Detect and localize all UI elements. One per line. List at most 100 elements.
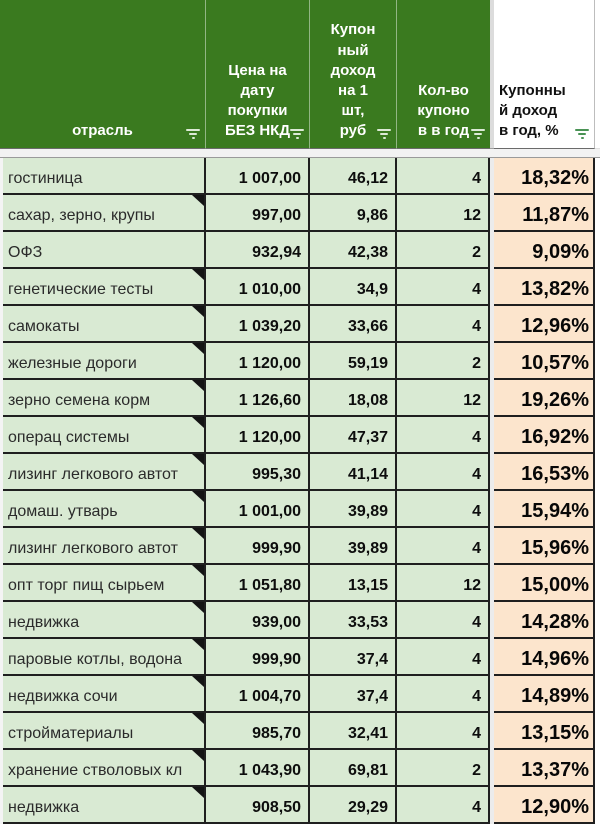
- cell-industry[interactable]: гостиница: [3, 158, 206, 195]
- cell-yield[interactable]: 19,26%: [494, 380, 595, 417]
- cell-yield[interactable]: 15,96%: [494, 528, 595, 565]
- cell-industry[interactable]: недвижка: [3, 787, 206, 824]
- filter-icon[interactable]: [377, 129, 391, 139]
- cell-price[interactable]: 999,90: [206, 639, 310, 676]
- cell-count[interactable]: 2: [397, 232, 490, 269]
- cell-coupon[interactable]: 39,89: [310, 528, 397, 565]
- cell-count[interactable]: 4: [397, 491, 490, 528]
- cell-coupon[interactable]: 69,81: [310, 750, 397, 787]
- cell-count[interactable]: 4: [397, 158, 490, 195]
- cell-industry[interactable]: лизинг легкового автот: [3, 454, 206, 491]
- cell-price[interactable]: 995,30: [206, 454, 310, 491]
- cell-industry[interactable]: хранение стволовых кл: [3, 750, 206, 787]
- cell-yield[interactable]: 12,90%: [494, 787, 595, 824]
- cell-price[interactable]: 932,94: [206, 232, 310, 269]
- cell-industry[interactable]: самокаты: [3, 306, 206, 343]
- cell-yield[interactable]: 18,32%: [494, 158, 595, 195]
- cell-industry[interactable]: железные дороги: [3, 343, 206, 380]
- cell-coupon[interactable]: 33,53: [310, 602, 397, 639]
- cell-coupon[interactable]: 41,14: [310, 454, 397, 491]
- cell-yield[interactable]: 16,92%: [494, 417, 595, 454]
- cell-industry[interactable]: опт торг пищ сырьем: [3, 565, 206, 602]
- cell-industry[interactable]: зерно семена корм: [3, 380, 206, 417]
- cell-coupon[interactable]: 34,9: [310, 269, 397, 306]
- cell-industry[interactable]: недвижка сочи: [3, 676, 206, 713]
- cell-price[interactable]: 1 007,00: [206, 158, 310, 195]
- cell-industry[interactable]: паровые котлы, водона: [3, 639, 206, 676]
- header-cell-industry[interactable]: отрасль: [0, 0, 206, 149]
- cell-yield[interactable]: 13,37%: [494, 750, 595, 787]
- header-cell-count[interactable]: Кол-во купоно в в год: [397, 0, 490, 149]
- cell-price[interactable]: 1 120,00: [206, 343, 310, 380]
- cell-yield[interactable]: 15,00%: [494, 565, 595, 602]
- cell-industry[interactable]: недвижка: [3, 602, 206, 639]
- cell-industry[interactable]: стройматериалы: [3, 713, 206, 750]
- cell-count[interactable]: 4: [397, 528, 490, 565]
- cell-industry[interactable]: сахар, зерно, крупы: [3, 195, 206, 232]
- cell-price[interactable]: 908,50: [206, 787, 310, 824]
- header-cell-coupon[interactable]: Купон ный доход на 1 шт, руб: [310, 0, 397, 149]
- cell-count[interactable]: 4: [397, 676, 490, 713]
- cell-industry[interactable]: домаш. утварь: [3, 491, 206, 528]
- cell-coupon[interactable]: 46,12: [310, 158, 397, 195]
- cell-coupon[interactable]: 37,4: [310, 676, 397, 713]
- cell-yield[interactable]: 13,15%: [494, 713, 595, 750]
- header-cell-price[interactable]: Цена на дату покупки БЕЗ НКД: [206, 0, 310, 149]
- cell-price[interactable]: 1 010,00: [206, 269, 310, 306]
- cell-count[interactable]: 12: [397, 380, 490, 417]
- filter-icon[interactable]: [186, 129, 200, 139]
- cell-coupon[interactable]: 42,38: [310, 232, 397, 269]
- cell-coupon[interactable]: 33,66: [310, 306, 397, 343]
- cell-yield[interactable]: 14,96%: [494, 639, 595, 676]
- cell-count[interactable]: 4: [397, 269, 490, 306]
- cell-count[interactable]: 2: [397, 750, 490, 787]
- cell-price[interactable]: 999,90: [206, 528, 310, 565]
- cell-yield[interactable]: 13,82%: [494, 269, 595, 306]
- cell-coupon[interactable]: 39,89: [310, 491, 397, 528]
- cell-price[interactable]: 1 039,20: [206, 306, 310, 343]
- cell-coupon[interactable]: 32,41: [310, 713, 397, 750]
- cell-price[interactable]: 1 051,80: [206, 565, 310, 602]
- filter-icon[interactable]: [290, 129, 304, 139]
- cell-industry[interactable]: лизинг легкового автот: [3, 528, 206, 565]
- cell-count[interactable]: 4: [397, 602, 490, 639]
- cell-yield[interactable]: 9,09%: [494, 232, 595, 269]
- cell-coupon[interactable]: 9,86: [310, 195, 397, 232]
- cell-count[interactable]: 12: [397, 195, 490, 232]
- cell-count[interactable]: 4: [397, 454, 490, 491]
- cell-count[interactable]: 4: [397, 306, 490, 343]
- cell-price[interactable]: 1 126,60: [206, 380, 310, 417]
- cell-price[interactable]: 997,00: [206, 195, 310, 232]
- cell-coupon[interactable]: 47,37: [310, 417, 397, 454]
- cell-coupon[interactable]: 29,29: [310, 787, 397, 824]
- cell-count[interactable]: 4: [397, 639, 490, 676]
- cell-industry[interactable]: ОФЗ: [3, 232, 206, 269]
- cell-price[interactable]: 1 043,90: [206, 750, 310, 787]
- cell-count[interactable]: 4: [397, 787, 490, 824]
- cell-coupon[interactable]: 59,19: [310, 343, 397, 380]
- cell-yield[interactable]: 12,96%: [494, 306, 595, 343]
- cell-yield[interactable]: 14,28%: [494, 602, 595, 639]
- cell-coupon[interactable]: 37,4: [310, 639, 397, 676]
- cell-price[interactable]: 1 001,00: [206, 491, 310, 528]
- cell-coupon[interactable]: 13,15: [310, 565, 397, 602]
- cell-count[interactable]: 2: [397, 343, 490, 380]
- cell-industry[interactable]: генетические тесты: [3, 269, 206, 306]
- header-cell-yield[interactable]: Купонны й доход в год, %: [494, 0, 595, 149]
- cell-price[interactable]: 939,00: [206, 602, 310, 639]
- cell-count[interactable]: 4: [397, 713, 490, 750]
- cell-yield[interactable]: 15,94%: [494, 491, 595, 528]
- cell-price[interactable]: 1 004,70: [206, 676, 310, 713]
- cell-yield[interactable]: 11,87%: [494, 195, 595, 232]
- cell-price[interactable]: 985,70: [206, 713, 310, 750]
- filter-icon[interactable]: [575, 129, 589, 139]
- cell-count[interactable]: 4: [397, 417, 490, 454]
- cell-yield[interactable]: 16,53%: [494, 454, 595, 491]
- cell-industry[interactable]: операц системы: [3, 417, 206, 454]
- filter-icon[interactable]: [471, 129, 485, 139]
- cell-yield[interactable]: 14,89%: [494, 676, 595, 713]
- cell-coupon[interactable]: 18,08: [310, 380, 397, 417]
- cell-yield[interactable]: 10,57%: [494, 343, 595, 380]
- cell-price[interactable]: 1 120,00: [206, 417, 310, 454]
- cell-count[interactable]: 12: [397, 565, 490, 602]
